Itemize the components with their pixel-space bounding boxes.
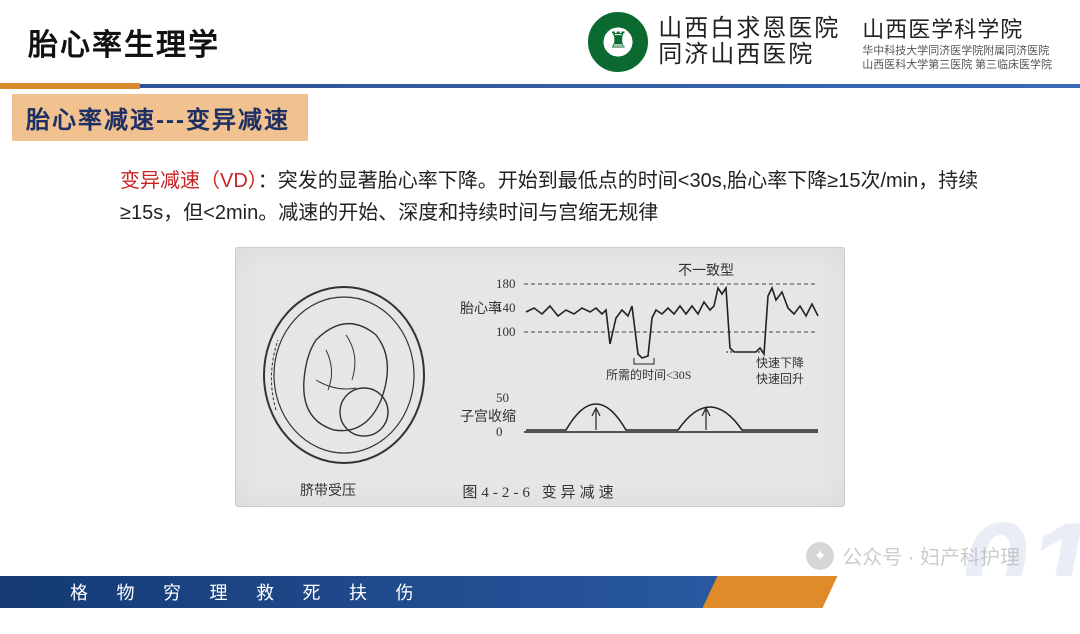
watermark: ✦ 公众号 · 妇产科护理 [806, 541, 1020, 570]
arrow-1 [592, 408, 600, 430]
fhr-chart: 不一致型 胎心率 子宫收缩 180 140 100 50 0 所需的时间<30S [456, 258, 834, 476]
inst2-line1: 山西医学科学院 [862, 12, 1052, 44]
inst1-line2: 同济山西医院 [658, 42, 840, 68]
institution-block-1: 山西白求恩医院 同济山西医院 [658, 16, 840, 69]
ytick: 50 [496, 390, 509, 406]
body-paragraph: 变异减速（VD）：突发的显著胎心率下降。开始到最低点的时间<30s,胎心率下降≥… [0, 141, 1080, 229]
fhr-trace [526, 288, 818, 358]
ytick: 0 [496, 424, 503, 440]
header-rule [0, 84, 1080, 88]
ytick: 140 [496, 300, 516, 316]
uc-trace [526, 404, 818, 430]
hospital-logo-icon [588, 12, 648, 72]
arrow-2 [702, 408, 710, 430]
annot-rise: 快速回升 [756, 370, 804, 387]
ytick: 100 [496, 324, 516, 340]
annot-time: 所需的时间<30S [606, 366, 691, 383]
fetus-diagram-icon [256, 280, 436, 470]
annot-drop: 快速下降 [756, 354, 804, 371]
institution-block-2: 山西医学科学院 华中科技大学同济医学院附属同济医院 山西医科大学第三医院 第三临… [862, 12, 1052, 73]
ylabel-uc: 子宫收缩 [460, 406, 516, 426]
inst2-sub1: 华中科技大学同济医学院附属同济医院 [862, 44, 1052, 58]
slide-header: 胎心率生理学 山西白求恩医院 同济山西医院 山西医学科学院 华中科技大学同济医学… [0, 0, 1080, 84]
fetus-caption: 脐带受压 [300, 480, 356, 500]
figure: 脐带受压 不一致型 胎心率 子宫收缩 180 140 100 50 0 [235, 247, 845, 507]
chart-title: 不一致型 [678, 260, 734, 280]
footer-bar: 格 物 穷 理 救 死 扶 伤 [0, 576, 1080, 608]
wechat-icon: ✦ [806, 542, 834, 570]
footer-motto: 格 物 穷 理 救 死 扶 伤 [70, 579, 426, 605]
watermark-text: 公众号 · 妇产科护理 [842, 541, 1020, 570]
term-highlight: 变异减速（VD） [120, 170, 258, 192]
ytick: 180 [496, 276, 516, 292]
inst1-line1: 山西白求恩医院 [658, 16, 840, 42]
section-tag: 胎心率减速---变异减速 [12, 94, 308, 141]
figure-caption: 图4-2-6 变异减速 [462, 481, 617, 502]
slide-title: 胎心率生理学 [28, 20, 220, 64]
inst2-sub2: 山西医科大学第三医院 第三临床医学院 [862, 58, 1052, 72]
bracket [634, 352, 762, 364]
